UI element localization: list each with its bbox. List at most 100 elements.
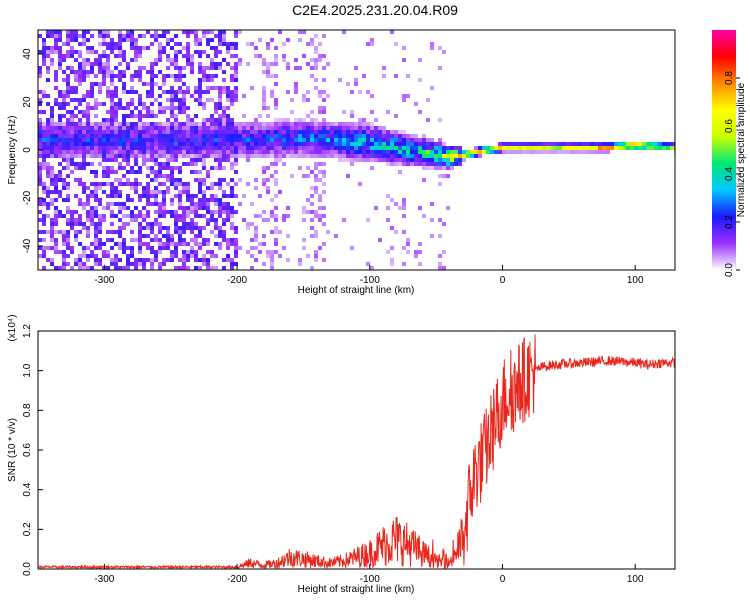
heatmap-cell <box>266 70 270 74</box>
heatmap-cell <box>146 82 150 86</box>
heatmap-cell <box>174 242 178 246</box>
heatmap-cell <box>182 206 186 210</box>
heatmap-cell <box>218 234 222 238</box>
heatmap-cell <box>146 190 150 194</box>
heatmap-cell <box>322 122 326 126</box>
heatmap-cell <box>86 214 90 218</box>
heatmap-cell <box>90 62 94 66</box>
heatmap-cell <box>398 154 402 158</box>
heatmap-cell <box>274 218 278 222</box>
heatmap-cell <box>274 54 278 58</box>
heatmap-cell <box>138 110 142 114</box>
heatmap-cell <box>250 138 254 142</box>
heatmap-cell <box>214 126 218 130</box>
heatmap-cell <box>46 78 50 82</box>
heatmap-cell <box>90 162 94 166</box>
heatmap-cell <box>154 194 158 198</box>
heatmap-cell <box>230 242 234 246</box>
heatmap-cell <box>270 94 274 98</box>
heatmap-cell <box>90 242 94 246</box>
heatmap-cell <box>174 178 178 182</box>
heatmap-cell <box>186 150 190 154</box>
heatmap-cell <box>258 214 262 218</box>
heatmap-cell <box>270 154 274 158</box>
heatmap-cell <box>118 122 122 126</box>
heatmap-cell <box>506 142 510 146</box>
heatmap-cell <box>322 98 326 102</box>
heatmap-cell <box>130 126 134 130</box>
heatmap-cell <box>94 82 98 86</box>
heatmap-cell <box>74 194 78 198</box>
heatmap-cell <box>214 154 218 158</box>
heatmap-cell <box>114 118 118 122</box>
heatmap-cell <box>294 66 298 70</box>
heatmap-cell <box>58 118 62 122</box>
heatmap-cell <box>222 258 226 262</box>
heatmap-cell <box>94 62 98 66</box>
heatmap-cell <box>118 258 122 262</box>
heatmap-cell <box>414 146 418 150</box>
heatmap-cell <box>254 234 258 238</box>
heatmap-cell <box>390 262 394 266</box>
heatmap-cell <box>50 138 54 142</box>
heatmap-cell <box>598 146 602 150</box>
heatmap-cell <box>214 266 218 270</box>
heatmap-cell <box>218 246 222 250</box>
heatmap-cell <box>70 214 74 218</box>
heatmap-cell <box>82 226 86 230</box>
heatmap-cell <box>362 138 366 142</box>
heatmap-cell <box>98 198 102 202</box>
heatmap-cell <box>178 74 182 78</box>
heatmap-cell <box>242 150 246 154</box>
heatmap-cell <box>90 82 94 86</box>
heatmap-cell <box>490 146 494 150</box>
heatmap-cell <box>42 162 46 166</box>
heatmap-cell <box>218 206 222 210</box>
heatmap-cell <box>474 146 478 150</box>
heatmap-cell <box>270 62 274 66</box>
heatmap-cell <box>150 266 154 270</box>
heatmap-cell <box>234 194 238 198</box>
heatmap-cell <box>270 130 274 134</box>
heatmap-cell <box>158 202 162 206</box>
heatmap-cell <box>274 134 278 138</box>
heatmap-cell <box>270 74 274 78</box>
heatmap-cell <box>254 126 258 130</box>
heatmap-cell <box>390 226 394 230</box>
heatmap-cell <box>182 258 186 262</box>
heatmap-cell <box>90 182 94 186</box>
heatmap-cell <box>94 222 98 226</box>
heatmap-cell <box>58 126 62 130</box>
heatmap-cell <box>270 38 274 42</box>
heatmap-cell <box>170 94 174 98</box>
heatmap-cell <box>314 146 318 150</box>
heatmap-cell <box>198 258 202 262</box>
heatmap-cell <box>330 126 334 130</box>
heatmap-cell <box>454 154 458 158</box>
heatmap-cell <box>178 202 182 206</box>
heatmap-cell <box>86 194 90 198</box>
heatmap-cell <box>270 230 274 234</box>
heatmap-cell <box>182 134 186 138</box>
heatmap-cell <box>294 142 298 146</box>
heatmap-cell <box>186 58 190 62</box>
heatmap-cell <box>206 202 210 206</box>
heatmap-cell <box>138 66 142 70</box>
heatmap-cell <box>174 194 178 198</box>
heatmap-cell <box>570 150 574 154</box>
heatmap-cell <box>238 178 242 182</box>
heatmap-cell <box>334 234 338 238</box>
heatmap-cell <box>386 158 390 162</box>
heatmap-cell <box>182 210 186 214</box>
heatmap-cell <box>274 82 278 86</box>
heatmap-cell <box>54 50 58 54</box>
heatmap-cell <box>222 78 226 82</box>
heatmap-cell <box>250 238 254 242</box>
heatmap-cell <box>314 190 318 194</box>
heatmap-cell <box>110 74 114 78</box>
heatmap-cell <box>262 166 266 170</box>
heatmap-cell <box>74 138 78 142</box>
heatmap-cell <box>402 154 406 158</box>
heatmap-cell <box>450 158 454 162</box>
heatmap-cell <box>430 158 434 162</box>
